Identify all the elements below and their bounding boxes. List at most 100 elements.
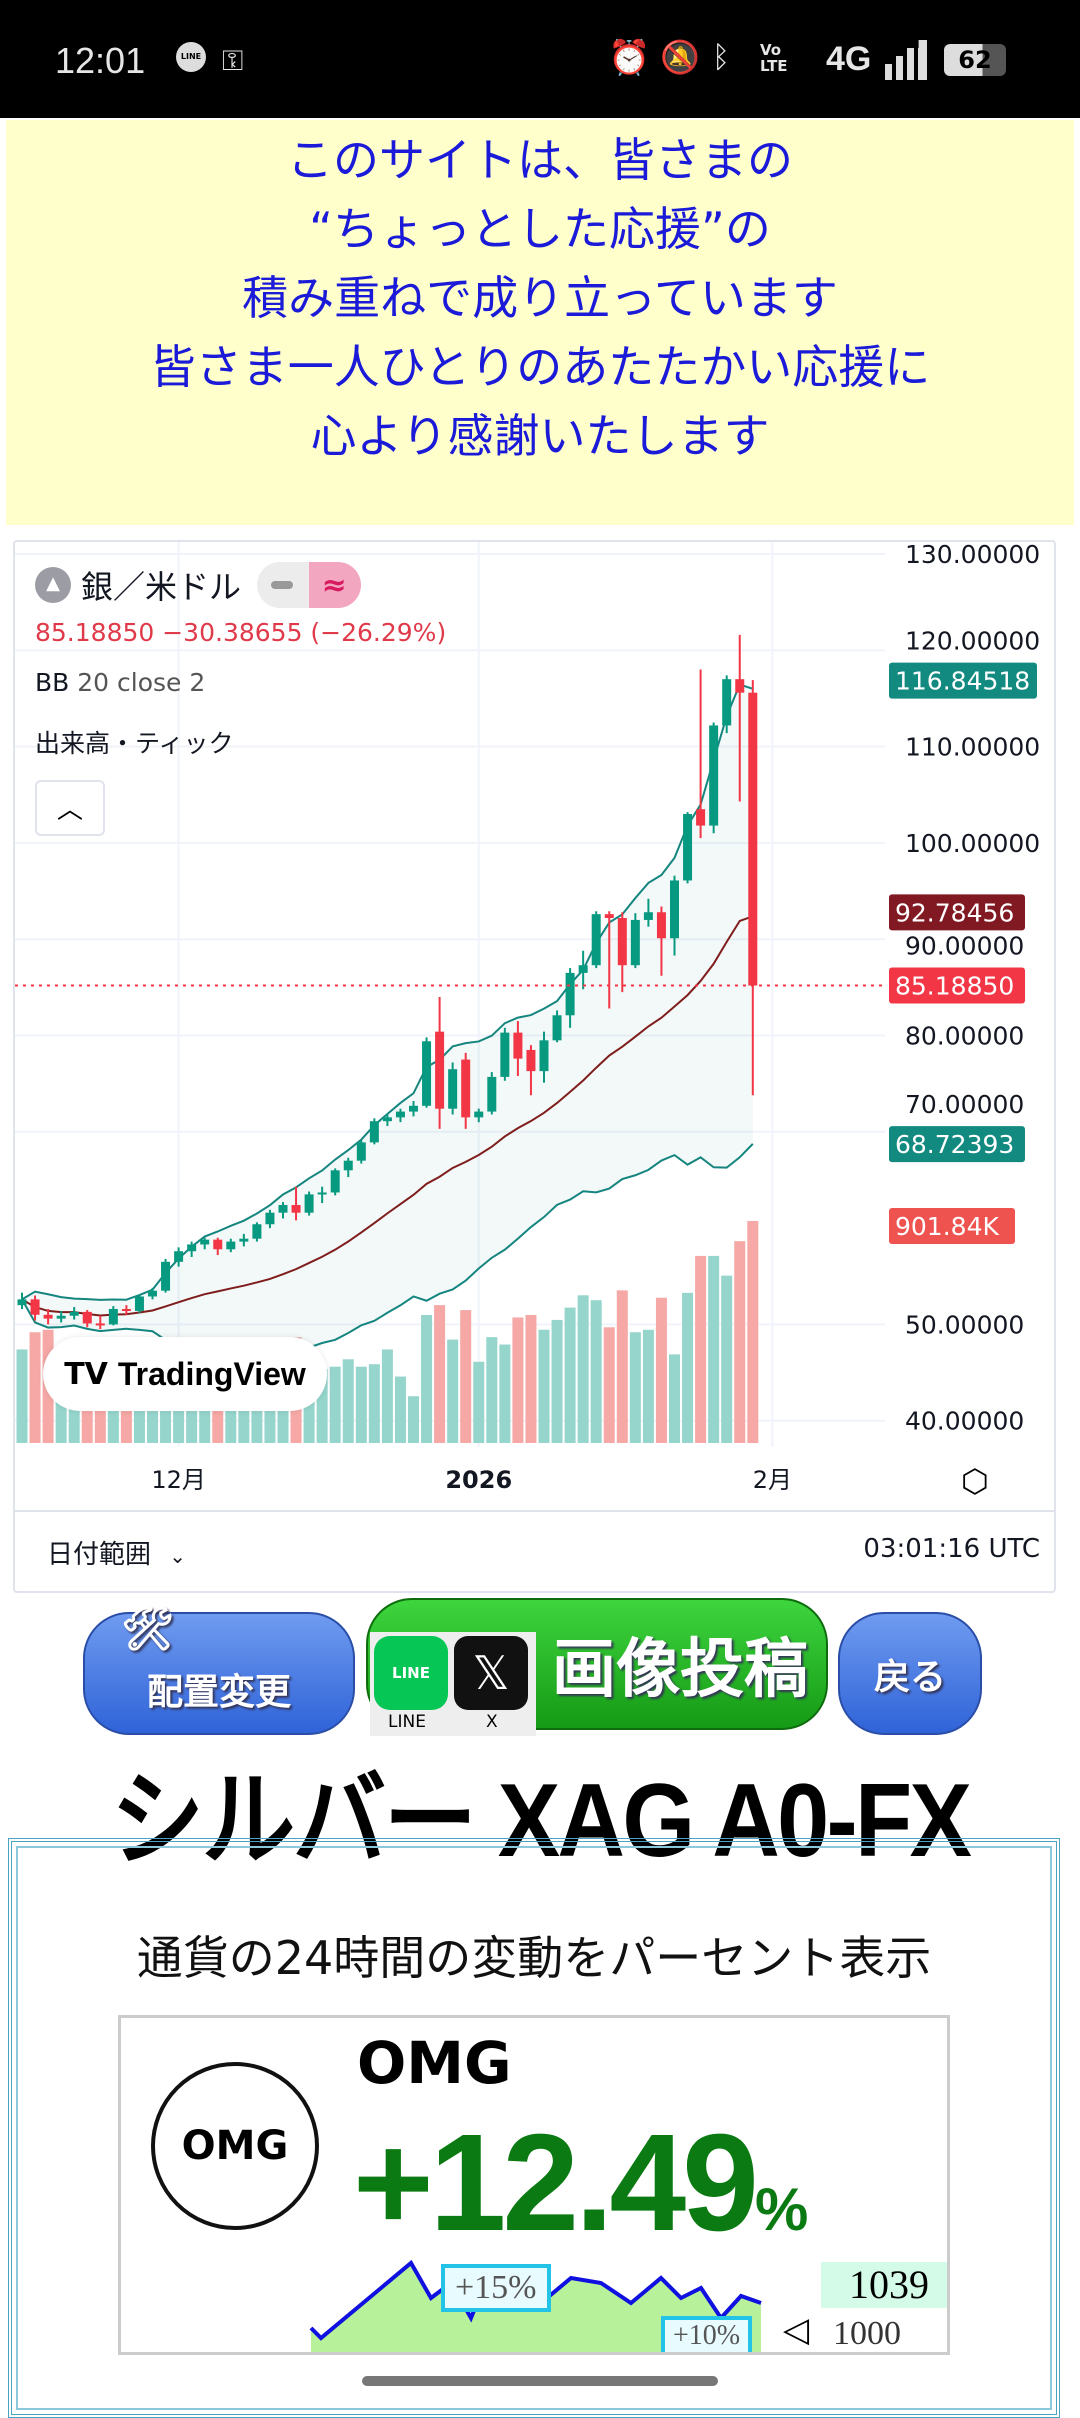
coin-symbol: OMG [357, 2029, 512, 2097]
currency-change-box: 通貨の24時間の変動をパーセント表示 [8, 1838, 1060, 2418]
line-label: LINE [388, 1712, 426, 1732]
volume-bar [682, 1292, 694, 1443]
candle-body [69, 1311, 79, 1316]
price-chart[interactable]: 130.00000 120.00000 110.00000 100.00000 90.0… [15, 542, 1056, 1593]
candle-body [630, 919, 640, 966]
back-button[interactable]: 戻る [838, 1612, 982, 1735]
alarm-icon: ⏰ [608, 38, 651, 78]
banner-line: “ちょっとした応援”の [309, 202, 771, 256]
price-tag: 1039 [821, 2262, 947, 2308]
bollinger-basis-line [21, 915, 754, 1317]
candle-body [422, 1041, 432, 1106]
basis-badge-text: 92.78456 [895, 898, 1014, 927]
candle-body [161, 1261, 171, 1291]
volume-bar [629, 1332, 641, 1443]
tradingview-logo[interactable]: 𝗧𝗩 TradingView [43, 1337, 327, 1411]
share-icons[interactable]: LINE 𝕏 LINE X [370, 1632, 536, 1736]
candle-body [134, 1296, 144, 1311]
approx-icon: ≈ [321, 567, 347, 603]
candle-body [148, 1290, 157, 1297]
candle-body [252, 1224, 262, 1239]
banner-line: 心より感謝いたします [310, 409, 770, 463]
support-banner: このサイトは、皆さまの “ちょっとした応援”の 積み重ねで成り立っています 皆さ… [6, 120, 1074, 525]
symbol-legend[interactable]: ▲ 銀／米ドル ≈ [35, 562, 362, 608]
signal-icon [885, 40, 927, 80]
line-app-icon[interactable]: LINE [374, 1636, 448, 1710]
home-gesture-bar[interactable] [362, 2376, 718, 2386]
volume-bar [394, 1376, 406, 1443]
network-type: 4G [826, 40, 872, 78]
y-tick-label: 70.00000 [905, 1090, 1024, 1119]
last-price-badge-text: 85.18850 [895, 972, 1014, 1001]
candle-body [304, 1194, 314, 1213]
candle-body [474, 1111, 484, 1118]
candle-body [356, 1142, 366, 1161]
date-range-button[interactable]: 日付範囲 ⌄ [47, 1540, 187, 1570]
tradingview-chart[interactable]: 130.00000 120.00000 110.00000 100.00000 90.0… [13, 540, 1056, 1593]
tv-logo-icon: 𝗧𝗩 [64, 1357, 108, 1391]
candle-body [43, 1314, 53, 1319]
bollinger-upper-line [21, 683, 754, 1301]
volume-bar [564, 1307, 576, 1443]
clock: 12:01 [55, 40, 146, 81]
toolbar-divider [15, 1510, 1054, 1512]
candle-body [265, 1212, 275, 1225]
volume-bar [708, 1255, 720, 1443]
lower-band-badge [889, 1126, 1025, 1163]
volume-bar [486, 1337, 498, 1443]
collapse-legend-button[interactable]: ︿ [35, 780, 105, 836]
candle-body [17, 1299, 27, 1306]
x-app-icon[interactable]: 𝕏 [454, 1636, 528, 1710]
volume-bar [695, 1255, 707, 1443]
candle-body [604, 914, 614, 919]
bb-legend[interactable]: BB 20 close 2 [35, 668, 205, 697]
y-tick-label: 130.00000 [905, 542, 1040, 569]
candle-body [395, 1111, 405, 1118]
minus-icon [271, 581, 294, 589]
candle-body [369, 1121, 379, 1143]
y-tick-label: 40.00000 [905, 1407, 1024, 1436]
upper-band-badge-text: 116.84518 [895, 667, 1030, 696]
price-change: 85.18850 −30.38655 (−26.29%) [35, 618, 447, 647]
candle-body [722, 679, 732, 726]
volume-bar [551, 1319, 563, 1443]
candle-body [487, 1076, 497, 1112]
volume-bar [721, 1275, 733, 1443]
settings-icon[interactable]: ⬡ [961, 1462, 989, 1500]
candle-body [539, 1040, 549, 1072]
y-tick-label: 50.00000 [905, 1310, 1024, 1339]
bollinger-lower-line [21, 1143, 754, 1355]
volume-bar [512, 1317, 524, 1443]
volume-bar [538, 1329, 550, 1443]
volume-legend[interactable]: 出来高・ティック [35, 729, 234, 758]
volume-bar [590, 1300, 602, 1443]
arrow-left-icon: ◁ [783, 2310, 810, 2350]
volte-icon: Vo LTE [760, 41, 788, 75]
x-tick-label: 2026 [445, 1466, 512, 1494]
high-tag: +15% [441, 2264, 551, 2312]
legend-toggle[interactable]: ≈ [257, 562, 362, 608]
bell-off-icon: 🔕 [660, 38, 700, 76]
omg-card[interactable]: OMG OMG +12.49% +15% 1039 ◁ +10% 1000 [118, 2015, 950, 2355]
banner-line: このサイトは、皆さまの [287, 133, 793, 187]
volume-bar [29, 1332, 41, 1443]
volume-bar [16, 1349, 28, 1443]
y-tick-label: 90.00000 [905, 932, 1024, 961]
layout-change-button[interactable]: 🛠 配置変更 [83, 1604, 355, 1735]
candle-body [226, 1241, 236, 1250]
tools-icon: 🛠 [121, 1604, 175, 1653]
candle-body [56, 1315, 66, 1319]
box-heading: 通貨の24時間の変動をパーセント表示 [136, 1931, 932, 1985]
x-label: X [486, 1712, 498, 1732]
candle-body [578, 965, 588, 973]
candle-body [174, 1251, 184, 1262]
volume-bar [147, 1386, 158, 1443]
x-tick-label: 12月 [151, 1466, 206, 1494]
y-tick-label: 110.00000 [905, 733, 1040, 762]
bollinger-fill [22, 684, 753, 1354]
candle-body [317, 1192, 327, 1195]
banner-line: 皆さま一人ひとりのあたたかい応援に [149, 340, 931, 394]
utc-clock[interactable]: 03:01:16 UTC [863, 1534, 1040, 1564]
volume-bar [655, 1297, 667, 1443]
volume-bar [747, 1221, 759, 1443]
